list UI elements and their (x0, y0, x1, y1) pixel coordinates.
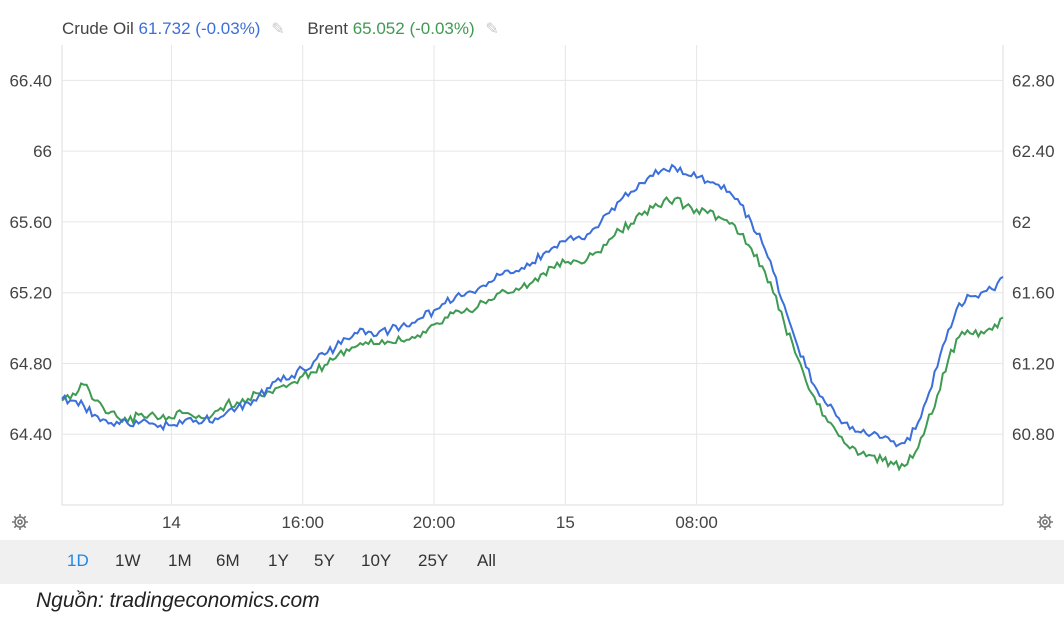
series-line-crude-oil (61, 163, 1004, 448)
range-button-1y[interactable]: 1Y (268, 551, 289, 570)
left-axis-tick-label: 64.40 (9, 425, 52, 444)
price-chart: 64.40 64.80 65.20 65.60 66 66.40 60.80 61.20 61… (9, 45, 1055, 532)
range-button-1w[interactable]: 1W (115, 551, 141, 570)
left-axis-tick-label: 65.20 (9, 284, 52, 303)
x-axis-tick-label: 08:00 (675, 513, 718, 532)
chart-legend: Crude Oil 61.732 (-0.03%) ✎ Brent 65.052… (62, 19, 517, 39)
legend-crude-name: Crude Oil (62, 19, 134, 38)
range-button-25y[interactable]: 25Y (418, 551, 449, 570)
right-axis-tick-label: 61.20 (1012, 354, 1055, 373)
range-button-1m[interactable]: 1M (168, 551, 192, 570)
legend-item-brent[interactable]: Brent 65.052 (-0.03%) ✎ (307, 19, 498, 38)
x-axis-tick-label: 14 (162, 513, 181, 532)
pencil-icon[interactable]: ✎ (485, 21, 499, 38)
x-axis-tick-label: 20:00 (413, 513, 456, 532)
legend-brent-value: 65.052 (352, 19, 405, 38)
right-axis-tick-label: 62.80 (1012, 71, 1055, 90)
series-line-brent (61, 195, 1004, 472)
x-axis-tick-label: 15 (556, 513, 575, 532)
pencil-icon[interactable]: ✎ (271, 21, 285, 38)
left-axis-tick-label: 65.60 (9, 213, 52, 232)
range-button-all[interactable]: All (477, 551, 496, 570)
legend-crude-change: (-0.03%) (195, 19, 261, 38)
legend-item-crude-oil[interactable]: Crude Oil 61.732 (-0.03%) ✎ (62, 19, 289, 38)
right-axis-tick-label: 62.40 (1012, 142, 1055, 161)
legend-crude-value: 61.732 (138, 19, 191, 38)
source-caption: Nguồn: tradingeconomics.com (36, 589, 320, 612)
right-axis-tick-label: 60.80 (1012, 425, 1055, 444)
range-button-6m[interactable]: 6M (216, 551, 240, 570)
x-axis-tick-label: 16:00 (281, 513, 324, 532)
range-button-10y[interactable]: 10Y (361, 551, 392, 570)
right-axis-tick-label: 61.60 (1012, 284, 1055, 303)
range-button-5y[interactable]: 5Y (314, 551, 335, 570)
gear-icon[interactable] (10, 512, 30, 532)
left-axis-tick-label: 66.40 (9, 71, 52, 90)
left-axis-tick-label: 64.80 (9, 354, 52, 373)
legend-brent-name: Brent (307, 19, 348, 38)
range-selector: 1D 1W 1M 6M 1Y 5Y 10Y 25Y All (0, 540, 1064, 584)
right-axis-tick-label: 62 (1012, 213, 1031, 232)
range-button-1d[interactable]: 1D (67, 551, 89, 570)
left-axis-tick-label: 66 (33, 142, 52, 161)
legend-brent-change: (-0.03%) (409, 19, 475, 38)
gear-icon[interactable] (1035, 512, 1055, 532)
